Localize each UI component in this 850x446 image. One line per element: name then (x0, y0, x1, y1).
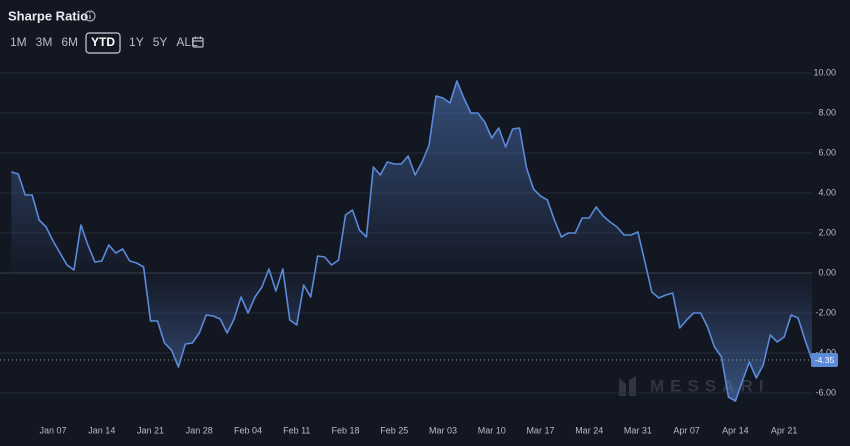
current-value-label: -4.35 (815, 355, 835, 365)
x-tick-label: Jan 07 (40, 425, 67, 435)
range-label: 1M (10, 35, 27, 49)
current-value-badge (811, 353, 838, 367)
info-icon[interactable] (84, 10, 96, 22)
x-tick-label: Mar 03 (429, 425, 457, 435)
range-selected-box (85, 32, 121, 54)
range-button[interactable]: 1M (10, 35, 27, 49)
range-label: 1Y (129, 35, 144, 49)
x-tick-label: Apr 07 (673, 425, 700, 435)
x-tick-label: Feb 18 (331, 425, 359, 435)
chart-title: Sharpe Ratio (8, 8, 88, 23)
area (11, 81, 813, 401)
line (11, 80, 813, 402)
range-button[interactable]: YTD (85, 32, 121, 54)
range-label: YTD (91, 35, 115, 49)
y-tick-label: 0.00 (818, 267, 836, 277)
x-tick-label: Jan 28 (186, 425, 213, 435)
x-tick-label: Apr 14 (722, 425, 749, 435)
y-tick-label: -4.00 (815, 347, 836, 357)
range-label: 3M (36, 35, 53, 49)
y-tick-label: 6.00 (818, 147, 836, 157)
y-tick-label: 2.00 (818, 227, 836, 237)
x-tick-label: Feb 04 (234, 425, 262, 435)
calendar-icon[interactable] (192, 36, 204, 48)
range-button[interactable]: 1Y (129, 35, 144, 49)
range-button[interactable]: 3M (36, 35, 53, 49)
range-button[interactable]: 6M (61, 35, 78, 49)
x-tick-label: Mar 17 (526, 425, 554, 435)
x-tick-label: Jan 21 (137, 425, 164, 435)
x-tick-label: Mar 24 (575, 425, 603, 435)
y-tick-label: 4.00 (818, 187, 836, 197)
x-tick-label: Feb 11 (283, 425, 310, 435)
x-tick-label: Jan 14 (88, 425, 115, 435)
range-label: 6M (61, 35, 78, 49)
y-tick-label: -2.00 (815, 307, 836, 317)
x-tick-label: Mar 31 (624, 425, 652, 435)
range-label: 5Y (153, 35, 168, 49)
y-tick-label: 10.00 (813, 67, 836, 77)
y-tick-label: -6.00 (815, 387, 836, 397)
x-tick-label: Feb 25 (380, 425, 408, 435)
x-tick-label: Apr 21 (771, 425, 798, 435)
x-tick-label: Mar 10 (478, 425, 506, 435)
y-tick-label: 8.00 (818, 107, 836, 117)
range-button[interactable]: 5Y (153, 35, 168, 49)
